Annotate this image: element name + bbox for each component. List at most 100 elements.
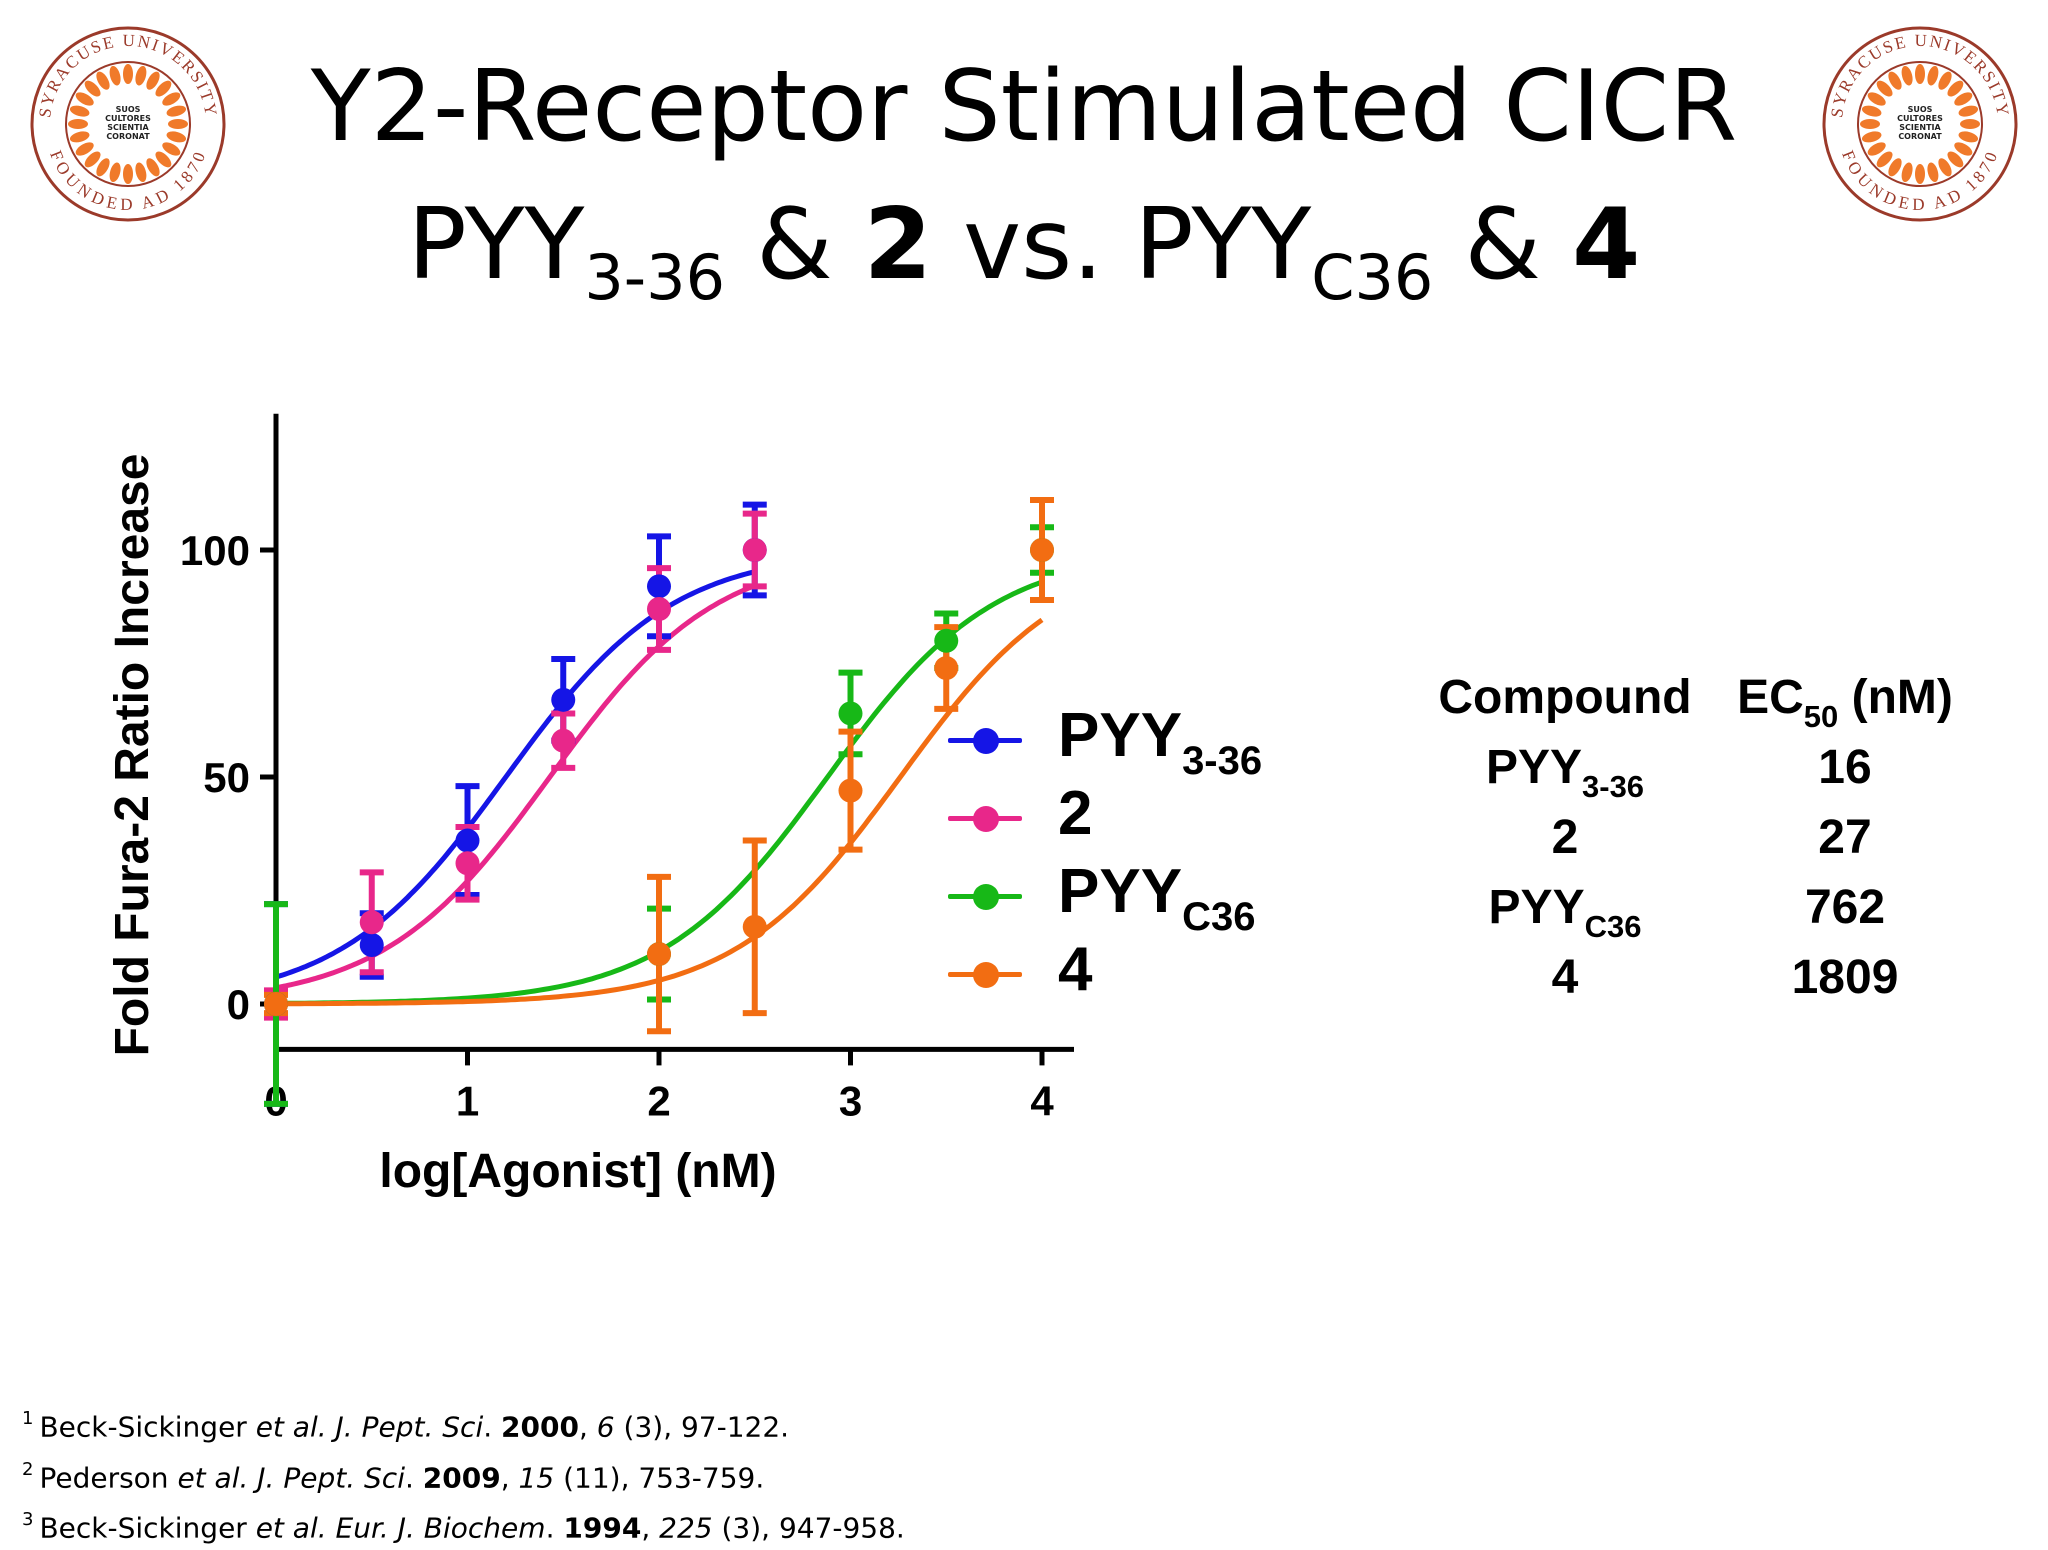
ec50-value: 762: [1804, 881, 1886, 934]
compound-name: PYYC36: [1488, 881, 1642, 944]
wreath-leaf: [109, 162, 121, 183]
reference-1: 1 Beck-Sickinger et al. J. Pept. Sci. 200…: [22, 1408, 790, 1444]
x-tick-label: 1: [456, 1077, 479, 1124]
wreath-leaf: [1915, 64, 1925, 84]
ec50-row: PYY3-36 16: [1420, 740, 1980, 810]
wreath-leaf: [1876, 80, 1893, 97]
references: 1 Beck-Sickinger et al. J. Pept. Sci. 200…: [22, 1398, 905, 1550]
wreath-leaf: [1958, 105, 1979, 117]
wreath-leaf: [1954, 92, 1973, 106]
dose-response-chart: Fold Fura-2 Ratio Increase log[Agonist] …: [106, 413, 1074, 1198]
header-ec50: EC50 (nM): [1737, 671, 1953, 734]
ec50-row: 4 1809: [1420, 950, 1980, 1020]
legend-item-pyyc36: PYYC36: [940, 856, 1340, 939]
title-vs: vs.: [932, 188, 1135, 302]
legend-label: 4: [1058, 935, 1093, 1004]
seal-motto-line: SCIENTIA: [107, 123, 149, 132]
wreath-leaf: [1938, 71, 1952, 90]
data-point: [934, 628, 959, 653]
data-point: [742, 914, 767, 939]
data-points: [264, 538, 1054, 1016]
wreath-leaf: [166, 105, 187, 117]
seal-motto-line: CORONAT: [106, 132, 150, 141]
wreath-leaf: [168, 119, 188, 129]
wreath-leaf: [123, 64, 133, 84]
legend-label: 2: [1058, 779, 1093, 848]
legend-marker: [973, 884, 999, 910]
data-point: [264, 992, 288, 1016]
wreath-leaf: [1958, 131, 1979, 143]
data-point: [838, 701, 863, 726]
wreath-leaf: [1861, 131, 1882, 143]
title-compound-2: 2: [863, 188, 932, 302]
ec50-row: 2 27: [1420, 810, 1980, 880]
wreath-leaf: [1860, 119, 1880, 129]
title-pyy1: PYY: [407, 188, 585, 302]
data-point: [359, 910, 384, 935]
wreath-leaf: [123, 164, 133, 184]
wreath-leaf: [1888, 71, 1902, 90]
wreath-leaf: [69, 131, 90, 143]
wreath-leaf: [96, 158, 110, 177]
ec50-table: Compound EC50 (nM) PYY3-36 16 2 27 PYYC3…: [1420, 670, 1980, 1020]
wreath-leaf: [75, 142, 94, 156]
ec50-value: 27: [1818, 811, 1872, 864]
fit-curve-0: [275, 569, 756, 980]
wreath-leaf: [1960, 119, 1980, 129]
seal-motto-line: CORONAT: [1898, 132, 1942, 141]
wreath-leaf: [96, 71, 110, 90]
reference-2: 2 Pederson et al. J. Pept. Sci. 2009, 15 …: [22, 1458, 765, 1495]
seal-motto-line: CULTORES: [105, 114, 151, 123]
slide-title-line1: Y2-Receptor Stimulated CICR: [310, 50, 1738, 164]
data-point: [359, 932, 384, 957]
wreath-leaf: [135, 162, 147, 183]
wreath-leaf: [1938, 158, 1952, 177]
seal-motto-line: SCIENTIA: [1899, 123, 1941, 132]
wreath-leaf: [155, 151, 172, 168]
seal-motto-line: SUOS: [1908, 105, 1933, 114]
slide-title-line2: PYY3-36 & 2 vs. PYYC36 & 4: [0, 188, 2048, 314]
y-tick-label: 100: [180, 527, 250, 574]
x-tick-label: 2: [647, 1077, 670, 1124]
ec50-row: PYYC36 762: [1420, 880, 1980, 950]
data-point: [838, 778, 863, 803]
data-point: [551, 687, 576, 712]
y-tick-label: 50: [203, 754, 250, 801]
wreath-leaf: [109, 65, 121, 86]
wreath-leaf: [135, 65, 147, 86]
wreath-leaf: [1927, 162, 1939, 183]
legend-marker: [973, 728, 999, 754]
wreath-leaf: [1867, 92, 1886, 106]
title-amp2: &: [1433, 188, 1573, 302]
wreath-leaf: [146, 71, 160, 90]
data-point: [647, 942, 671, 967]
reference-3: 3 Beck-Sickinger et al. Eur. J. Biochem. …: [22, 1509, 905, 1545]
data-point: [551, 728, 576, 753]
legend-marker: [973, 806, 999, 832]
wreath-leaf: [1867, 142, 1886, 156]
compound-name: PYY3-36: [1485, 741, 1645, 804]
data-point: [742, 538, 767, 562]
wreath-leaf: [166, 131, 187, 143]
wreath-leaf: [1927, 65, 1939, 86]
ec50-value: 16: [1818, 741, 1872, 794]
x-axis-label: log[Agonist] (nM): [379, 1145, 776, 1198]
data-point: [455, 851, 480, 876]
wreath-leaf: [146, 158, 160, 177]
data-point: [934, 656, 959, 681]
data-point: [647, 574, 671, 599]
wreath-leaf: [162, 142, 181, 156]
data-point: [647, 597, 671, 622]
title-pyy2: PYY: [1134, 188, 1312, 302]
x-tick-label: 3: [839, 1077, 862, 1124]
compound-name: 4: [1551, 951, 1579, 1004]
title-compound-4: 4: [1572, 188, 1641, 302]
wreath-leaf: [1888, 158, 1902, 177]
seal-motto-line: SUOS: [116, 105, 141, 114]
seal-motto-line: CULTORES: [1897, 114, 1943, 123]
ec50-value: 1809: [1791, 951, 1899, 1004]
wreath-leaf: [1861, 105, 1882, 117]
wreath-leaf: [1901, 65, 1913, 86]
